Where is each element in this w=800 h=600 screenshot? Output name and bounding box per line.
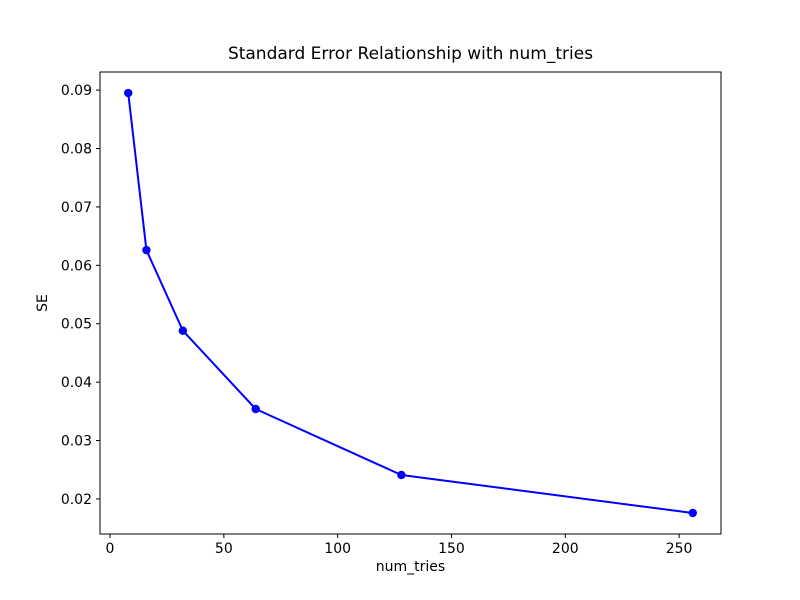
x-tick-label: 0 bbox=[106, 541, 115, 557]
data-point bbox=[251, 404, 260, 414]
chart-title: Standard Error Relationship with num_tri… bbox=[228, 44, 593, 64]
x-tick-label: 150 bbox=[438, 541, 465, 557]
series-line bbox=[127, 92, 693, 514]
data-point bbox=[397, 470, 406, 480]
data-point bbox=[142, 245, 151, 255]
y-tick-label: 0.06 bbox=[61, 258, 92, 274]
data-point bbox=[688, 508, 697, 518]
y-tick-label: 0.02 bbox=[61, 492, 92, 508]
data-point bbox=[124, 88, 133, 98]
y-axis-label: SE bbox=[35, 294, 51, 312]
plot-area: 0 50 100 150 200 250 0.02 0.03 0.04 0.05 0.06 0.07 0… bbox=[61, 71, 722, 557]
y-tick-label: 0.08 bbox=[61, 142, 92, 158]
y-tick-label: 0.04 bbox=[61, 375, 92, 391]
x-tick-label: 50 bbox=[215, 541, 233, 557]
data-point bbox=[178, 326, 188, 335]
y-tick-label: 0.09 bbox=[61, 83, 92, 99]
x-tick-label: 250 bbox=[666, 541, 693, 557]
x-tick-label: 200 bbox=[552, 541, 579, 557]
y-tick-label: 0.03 bbox=[61, 434, 92, 450]
y-tick-label: 0.07 bbox=[61, 200, 92, 216]
axes-spines bbox=[99, 71, 722, 535]
x-tick-label: 100 bbox=[324, 541, 351, 557]
x-axis-label: num_tries bbox=[376, 559, 445, 575]
y-tick-label: 0.05 bbox=[61, 317, 92, 333]
